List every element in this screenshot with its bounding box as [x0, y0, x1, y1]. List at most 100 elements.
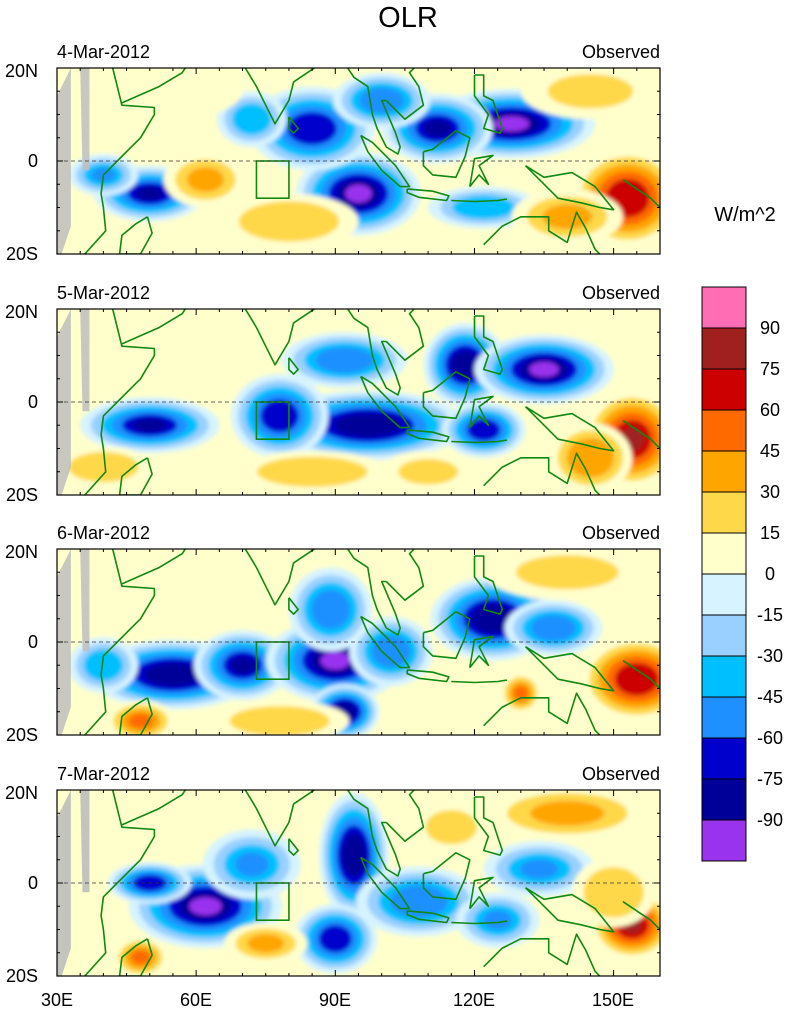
region-box	[255, 882, 290, 922]
colorbar-label: -30	[757, 646, 783, 666]
olr-anomaly-contour	[542, 204, 592, 230]
coastline	[524, 887, 615, 933]
y-tick-label: 0	[28, 392, 38, 412]
coastline	[469, 395, 494, 429]
panel-date: 4-Mar-2012	[57, 42, 150, 62]
colorbar-label: 90	[760, 318, 780, 338]
anomaly-field	[68, 549, 660, 735]
map-plot-area	[56, 789, 661, 977]
coastline	[346, 790, 401, 877]
coastline	[406, 669, 450, 683]
coastline	[524, 646, 615, 692]
colorbar-label: -15	[757, 605, 783, 625]
olr-anomaly-contour	[346, 841, 362, 869]
colorbar-swatch	[701, 737, 747, 780]
coastline	[288, 116, 299, 134]
coastline	[622, 178, 660, 209]
axis-ticks	[56, 548, 661, 736]
olr-anomaly-contour	[132, 418, 167, 433]
coastline	[346, 549, 401, 636]
coastline	[524, 165, 615, 211]
colorbar-label: 15	[760, 523, 780, 543]
colorbar-swatch	[701, 696, 747, 739]
missing-data-patch	[57, 790, 71, 976]
colorbar-swatch	[701, 368, 747, 411]
colorbar-label: -90	[757, 810, 783, 830]
olr-anomaly-contour	[130, 74, 216, 109]
missing-data-patch	[57, 549, 71, 735]
coastline	[360, 856, 411, 910]
missing-data-patch	[80, 549, 90, 652]
map-plot-area	[56, 67, 661, 255]
y-tick-label: 20N	[5, 302, 38, 322]
y-tick-label: 20N	[5, 783, 38, 803]
olr-anomaly-contour	[247, 934, 285, 953]
coastline	[422, 611, 471, 660]
olr-anomaly-contour	[456, 355, 474, 374]
olr-anomaly-contour	[515, 555, 619, 590]
colorbar-swatch	[701, 573, 747, 616]
coastline	[622, 900, 660, 931]
coastline	[121, 549, 187, 585]
colorbar-swatch	[701, 655, 747, 698]
coastline	[385, 309, 425, 361]
coastline	[360, 134, 411, 188]
coastline	[84, 68, 156, 254]
map-fields	[57, 309, 660, 495]
olr-anomaly-contour	[234, 852, 269, 877]
colorbar-label: 60	[760, 400, 780, 420]
y-tick-label: 20S	[6, 966, 38, 986]
coastline	[483, 933, 601, 976]
coastline	[385, 790, 425, 842]
colorbar-swatch	[701, 614, 747, 657]
olr-anomaly-contour	[318, 597, 343, 622]
map-panel: 6-Mar-2012 Observed 20N 0 20S	[5, 523, 660, 745]
missing-data-patch	[80, 68, 90, 171]
panel-tag: Observed	[582, 283, 660, 303]
olr-anomaly-contour	[530, 800, 605, 826]
coastline	[483, 452, 601, 495]
colorbar: 90 75 60 45 30 15 0 -15 -30 -45 -60 -75 -90	[701, 286, 783, 862]
coastline	[406, 910, 450, 924]
olr-anomaly-contour	[464, 200, 504, 215]
coastlines	[84, 309, 660, 495]
coastline	[483, 692, 601, 735]
missing-data	[57, 68, 90, 254]
olr-anomaly-contour	[239, 109, 264, 129]
colorbar-swatch	[701, 409, 747, 452]
olr-anomaly-contour	[278, 462, 347, 482]
olr-anomaly-contour	[248, 711, 311, 731]
panel-date: 6-Mar-2012	[57, 523, 150, 543]
coastline	[121, 309, 187, 345]
map-panel: 4-Mar-2012 Observed 20N 0 20S	[5, 42, 660, 264]
y-tick-label: 20S	[6, 244, 38, 264]
map-plot-area	[56, 308, 661, 496]
coastlines	[84, 549, 660, 735]
olr-anomaly-contour	[520, 859, 559, 879]
olr-anomaly-contour	[155, 667, 191, 682]
panel-tag: Observed	[582, 523, 660, 543]
olr-anomaly-contour	[614, 186, 642, 211]
colorbar-label: -60	[757, 728, 783, 748]
colorbar-swatch	[701, 532, 747, 575]
panel-date: 5-Mar-2012	[57, 283, 150, 303]
coastline	[469, 154, 494, 188]
coastline	[84, 309, 156, 495]
axis-ticks	[56, 67, 661, 255]
missing-data-patch	[80, 309, 90, 412]
x-tick-label: 30E	[41, 990, 73, 1010]
map-panel: 7-Mar-2012 Observed 20N 0 20S	[5, 764, 660, 986]
y-tick-label: 20N	[5, 61, 38, 81]
colorbar-swatch	[701, 778, 747, 821]
coastline	[288, 838, 299, 856]
olr-anomaly-contour	[547, 74, 634, 109]
coastline	[360, 375, 411, 429]
olr-anomaly-contour	[423, 119, 451, 137]
coastline	[422, 130, 471, 179]
olr-anomaly-contour	[347, 417, 389, 433]
map-plot-area	[56, 548, 661, 736]
anomaly-field	[57, 322, 660, 493]
coastline	[483, 211, 601, 254]
coastline	[84, 549, 156, 735]
